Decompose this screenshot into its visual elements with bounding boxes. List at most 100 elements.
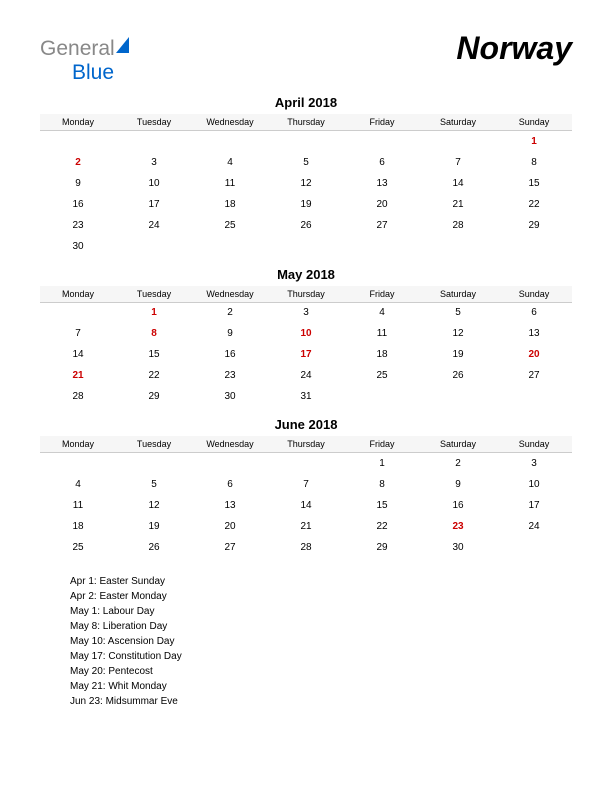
logo-text-general: General — [40, 37, 115, 61]
calendar-cell: 19 — [116, 516, 192, 537]
month-title: April 2018 — [40, 95, 572, 110]
calendar-table: MondayTuesdayWednesdayThursdayFridaySatu… — [40, 114, 572, 257]
calendar-month: June 2018MondayTuesdayWednesdayThursdayF… — [40, 417, 572, 558]
calendar-cell: 18 — [344, 344, 420, 365]
holiday-entry: May 1: Labour Day — [70, 604, 572, 619]
calendar-cell: 12 — [420, 323, 496, 344]
day-header: Thursday — [268, 114, 344, 131]
calendar-cell: 29 — [496, 215, 572, 236]
calendar-cell: 17 — [268, 344, 344, 365]
day-header: Monday — [40, 436, 116, 453]
calendar-row: 78910111213 — [40, 323, 572, 344]
calendar-cell: 30 — [420, 537, 496, 558]
day-header: Tuesday — [116, 436, 192, 453]
calendar-cell: 27 — [344, 215, 420, 236]
calendar-cell: 6 — [192, 474, 268, 495]
calendar-cell: 5 — [268, 152, 344, 173]
calendar-cell: 15 — [116, 344, 192, 365]
calendar-row: 16171819202122 — [40, 194, 572, 215]
calendar-cell: 2 — [192, 302, 268, 323]
day-header: Sunday — [496, 114, 572, 131]
calendar-cell: 28 — [420, 215, 496, 236]
calendar-cell: 16 — [420, 495, 496, 516]
calendar-cell: 28 — [268, 537, 344, 558]
calendar-cell: 9 — [420, 474, 496, 495]
day-header: Wednesday — [192, 286, 268, 303]
calendar-row: 45678910 — [40, 474, 572, 495]
calendar-cell — [40, 131, 116, 152]
calendar-cell: 4 — [192, 152, 268, 173]
calendar-cell: 5 — [116, 474, 192, 495]
calendar-row: 23242526272829 — [40, 215, 572, 236]
calendar-cell — [192, 236, 268, 257]
calendar-cell: 7 — [420, 152, 496, 173]
calendar-cell: 23 — [420, 516, 496, 537]
calendar-cell: 9 — [192, 323, 268, 344]
calendar-cell — [344, 131, 420, 152]
calendar-cell: 29 — [116, 386, 192, 407]
calendar-cell: 20 — [344, 194, 420, 215]
day-header: Tuesday — [116, 286, 192, 303]
calendar-cell: 20 — [496, 344, 572, 365]
calendar-cell: 25 — [192, 215, 268, 236]
holiday-entry: Jun 23: Midsummar Eve — [70, 694, 572, 709]
calendar-cell: 2 — [40, 152, 116, 173]
calendar-cell — [192, 453, 268, 474]
calendar-cell: 29 — [344, 537, 420, 558]
calendar-cell: 10 — [496, 474, 572, 495]
calendar-cell: 15 — [344, 495, 420, 516]
brand-logo: General — [40, 37, 129, 61]
calendar-cell: 15 — [496, 173, 572, 194]
calendar-cell: 11 — [192, 173, 268, 194]
day-header: Saturday — [420, 286, 496, 303]
calendar-cell: 18 — [40, 516, 116, 537]
calendar-cell: 14 — [40, 344, 116, 365]
calendar-cell: 24 — [496, 516, 572, 537]
calendar-cell: 6 — [496, 302, 572, 323]
calendar-cell: 27 — [496, 365, 572, 386]
calendar-cell: 13 — [496, 323, 572, 344]
day-header: Sunday — [496, 436, 572, 453]
calendar-row: 252627282930 — [40, 537, 572, 558]
calendar-cell: 3 — [268, 302, 344, 323]
calendar-cell: 3 — [116, 152, 192, 173]
holiday-entry: May 8: Liberation Day — [70, 619, 572, 634]
calendar-cell: 8 — [496, 152, 572, 173]
calendar-row: 28293031 — [40, 386, 572, 407]
calendar-cell — [116, 236, 192, 257]
calendar-cell — [496, 236, 572, 257]
calendar-cell: 21 — [420, 194, 496, 215]
calendar-row: 1 — [40, 131, 572, 152]
calendar-cell: 9 — [40, 173, 116, 194]
calendar-cell: 26 — [268, 215, 344, 236]
day-header: Wednesday — [192, 114, 268, 131]
calendar-cell: 1 — [496, 131, 572, 152]
calendar-cell: 13 — [192, 495, 268, 516]
day-header: Sunday — [496, 286, 572, 303]
calendar-row: 123 — [40, 453, 572, 474]
calendar-cell: 21 — [40, 365, 116, 386]
day-header: Thursday — [268, 286, 344, 303]
calendar-cell: 8 — [116, 323, 192, 344]
holiday-entry: May 17: Constitution Day — [70, 649, 572, 664]
calendar-cell: 6 — [344, 152, 420, 173]
holiday-entry: Apr 1: Easter Sunday — [70, 574, 572, 589]
calendar-row: 14151617181920 — [40, 344, 572, 365]
calendar-cell: 18 — [192, 194, 268, 215]
calendar-cell: 28 — [40, 386, 116, 407]
calendar-cell: 23 — [40, 215, 116, 236]
day-header: Saturday — [420, 114, 496, 131]
calendar-cell: 16 — [40, 194, 116, 215]
calendar-cell — [268, 453, 344, 474]
calendar-cell: 22 — [496, 194, 572, 215]
calendar-cell: 1 — [344, 453, 420, 474]
logo-arrow-icon — [116, 37, 129, 53]
calendar-cell: 17 — [116, 194, 192, 215]
calendar-cell — [420, 236, 496, 257]
calendar-cell — [268, 131, 344, 152]
calendar-cell: 19 — [420, 344, 496, 365]
calendar-cell: 25 — [40, 537, 116, 558]
month-title: May 2018 — [40, 267, 572, 282]
calendar-cell: 31 — [268, 386, 344, 407]
calendar-cell: 4 — [40, 474, 116, 495]
